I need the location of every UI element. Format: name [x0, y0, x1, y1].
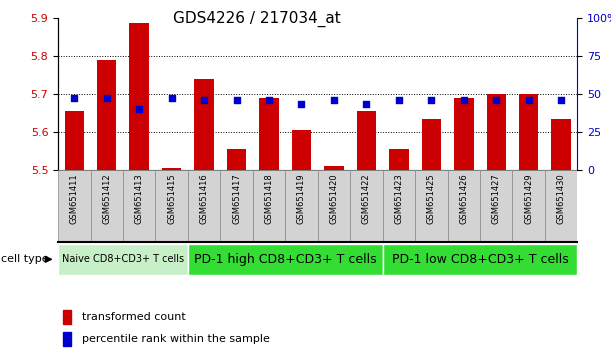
Text: GSM651425: GSM651425 [427, 173, 436, 224]
Text: percentile rank within the sample: percentile rank within the sample [82, 334, 269, 344]
Point [394, 97, 404, 103]
Bar [486, 94, 506, 170]
Text: cell type: cell type [1, 254, 49, 264]
Text: transformed count: transformed count [82, 312, 185, 322]
Bar [65, 111, 84, 170]
Bar [97, 59, 117, 170]
Text: GSM651416: GSM651416 [200, 173, 208, 224]
Point [167, 96, 177, 101]
Bar [422, 119, 441, 170]
Point [232, 97, 241, 103]
FancyBboxPatch shape [221, 170, 253, 242]
Bar [162, 168, 181, 170]
Point [362, 102, 371, 107]
FancyBboxPatch shape [382, 170, 415, 242]
FancyBboxPatch shape [318, 170, 350, 242]
Bar [552, 119, 571, 170]
Bar [357, 111, 376, 170]
Text: GDS4226 / 217034_at: GDS4226 / 217034_at [173, 11, 340, 27]
Text: GSM651420: GSM651420 [329, 173, 338, 224]
FancyBboxPatch shape [155, 170, 188, 242]
Bar [64, 332, 71, 346]
FancyBboxPatch shape [545, 170, 577, 242]
Bar [519, 94, 538, 170]
FancyBboxPatch shape [285, 170, 318, 242]
Text: GSM651423: GSM651423 [394, 173, 403, 224]
FancyBboxPatch shape [513, 170, 545, 242]
FancyBboxPatch shape [382, 244, 577, 275]
Point [134, 106, 144, 112]
Point [426, 97, 436, 103]
Text: GSM651426: GSM651426 [459, 173, 468, 224]
Bar [324, 166, 344, 170]
Bar [454, 98, 474, 170]
FancyBboxPatch shape [253, 170, 285, 242]
Point [459, 97, 469, 103]
Text: PD-1 high CD8+CD3+ T cells: PD-1 high CD8+CD3+ T cells [194, 253, 376, 266]
Text: GSM651418: GSM651418 [265, 173, 274, 224]
Bar [389, 149, 409, 170]
Point [491, 97, 501, 103]
Point [524, 97, 533, 103]
FancyBboxPatch shape [188, 170, 221, 242]
FancyBboxPatch shape [415, 170, 447, 242]
Point [296, 102, 306, 107]
Point [199, 97, 209, 103]
Text: GSM651430: GSM651430 [557, 173, 566, 224]
Text: GSM651419: GSM651419 [297, 173, 306, 224]
FancyBboxPatch shape [447, 170, 480, 242]
FancyBboxPatch shape [188, 244, 382, 275]
Point [329, 97, 339, 103]
Text: GSM651422: GSM651422 [362, 173, 371, 224]
Text: PD-1 low CD8+CD3+ T cells: PD-1 low CD8+CD3+ T cells [392, 253, 568, 266]
Text: GSM651415: GSM651415 [167, 173, 176, 224]
Point [70, 96, 79, 101]
Text: GSM651417: GSM651417 [232, 173, 241, 224]
Text: GSM651411: GSM651411 [70, 173, 79, 224]
FancyBboxPatch shape [90, 170, 123, 242]
Text: GSM651429: GSM651429 [524, 173, 533, 224]
FancyBboxPatch shape [58, 244, 188, 275]
FancyBboxPatch shape [123, 170, 155, 242]
FancyBboxPatch shape [480, 170, 513, 242]
Text: GSM651412: GSM651412 [102, 173, 111, 224]
Text: GSM651427: GSM651427 [492, 173, 501, 224]
Bar [194, 79, 214, 170]
Bar [259, 98, 279, 170]
Bar [64, 310, 71, 324]
Bar [227, 149, 246, 170]
FancyBboxPatch shape [350, 170, 382, 242]
Point [102, 96, 112, 101]
FancyBboxPatch shape [58, 170, 90, 242]
Text: GSM651413: GSM651413 [134, 173, 144, 224]
Text: Naive CD8+CD3+ T cells: Naive CD8+CD3+ T cells [62, 254, 184, 264]
Point [264, 97, 274, 103]
Point [556, 97, 566, 103]
Bar [130, 23, 149, 170]
Bar [292, 130, 311, 170]
